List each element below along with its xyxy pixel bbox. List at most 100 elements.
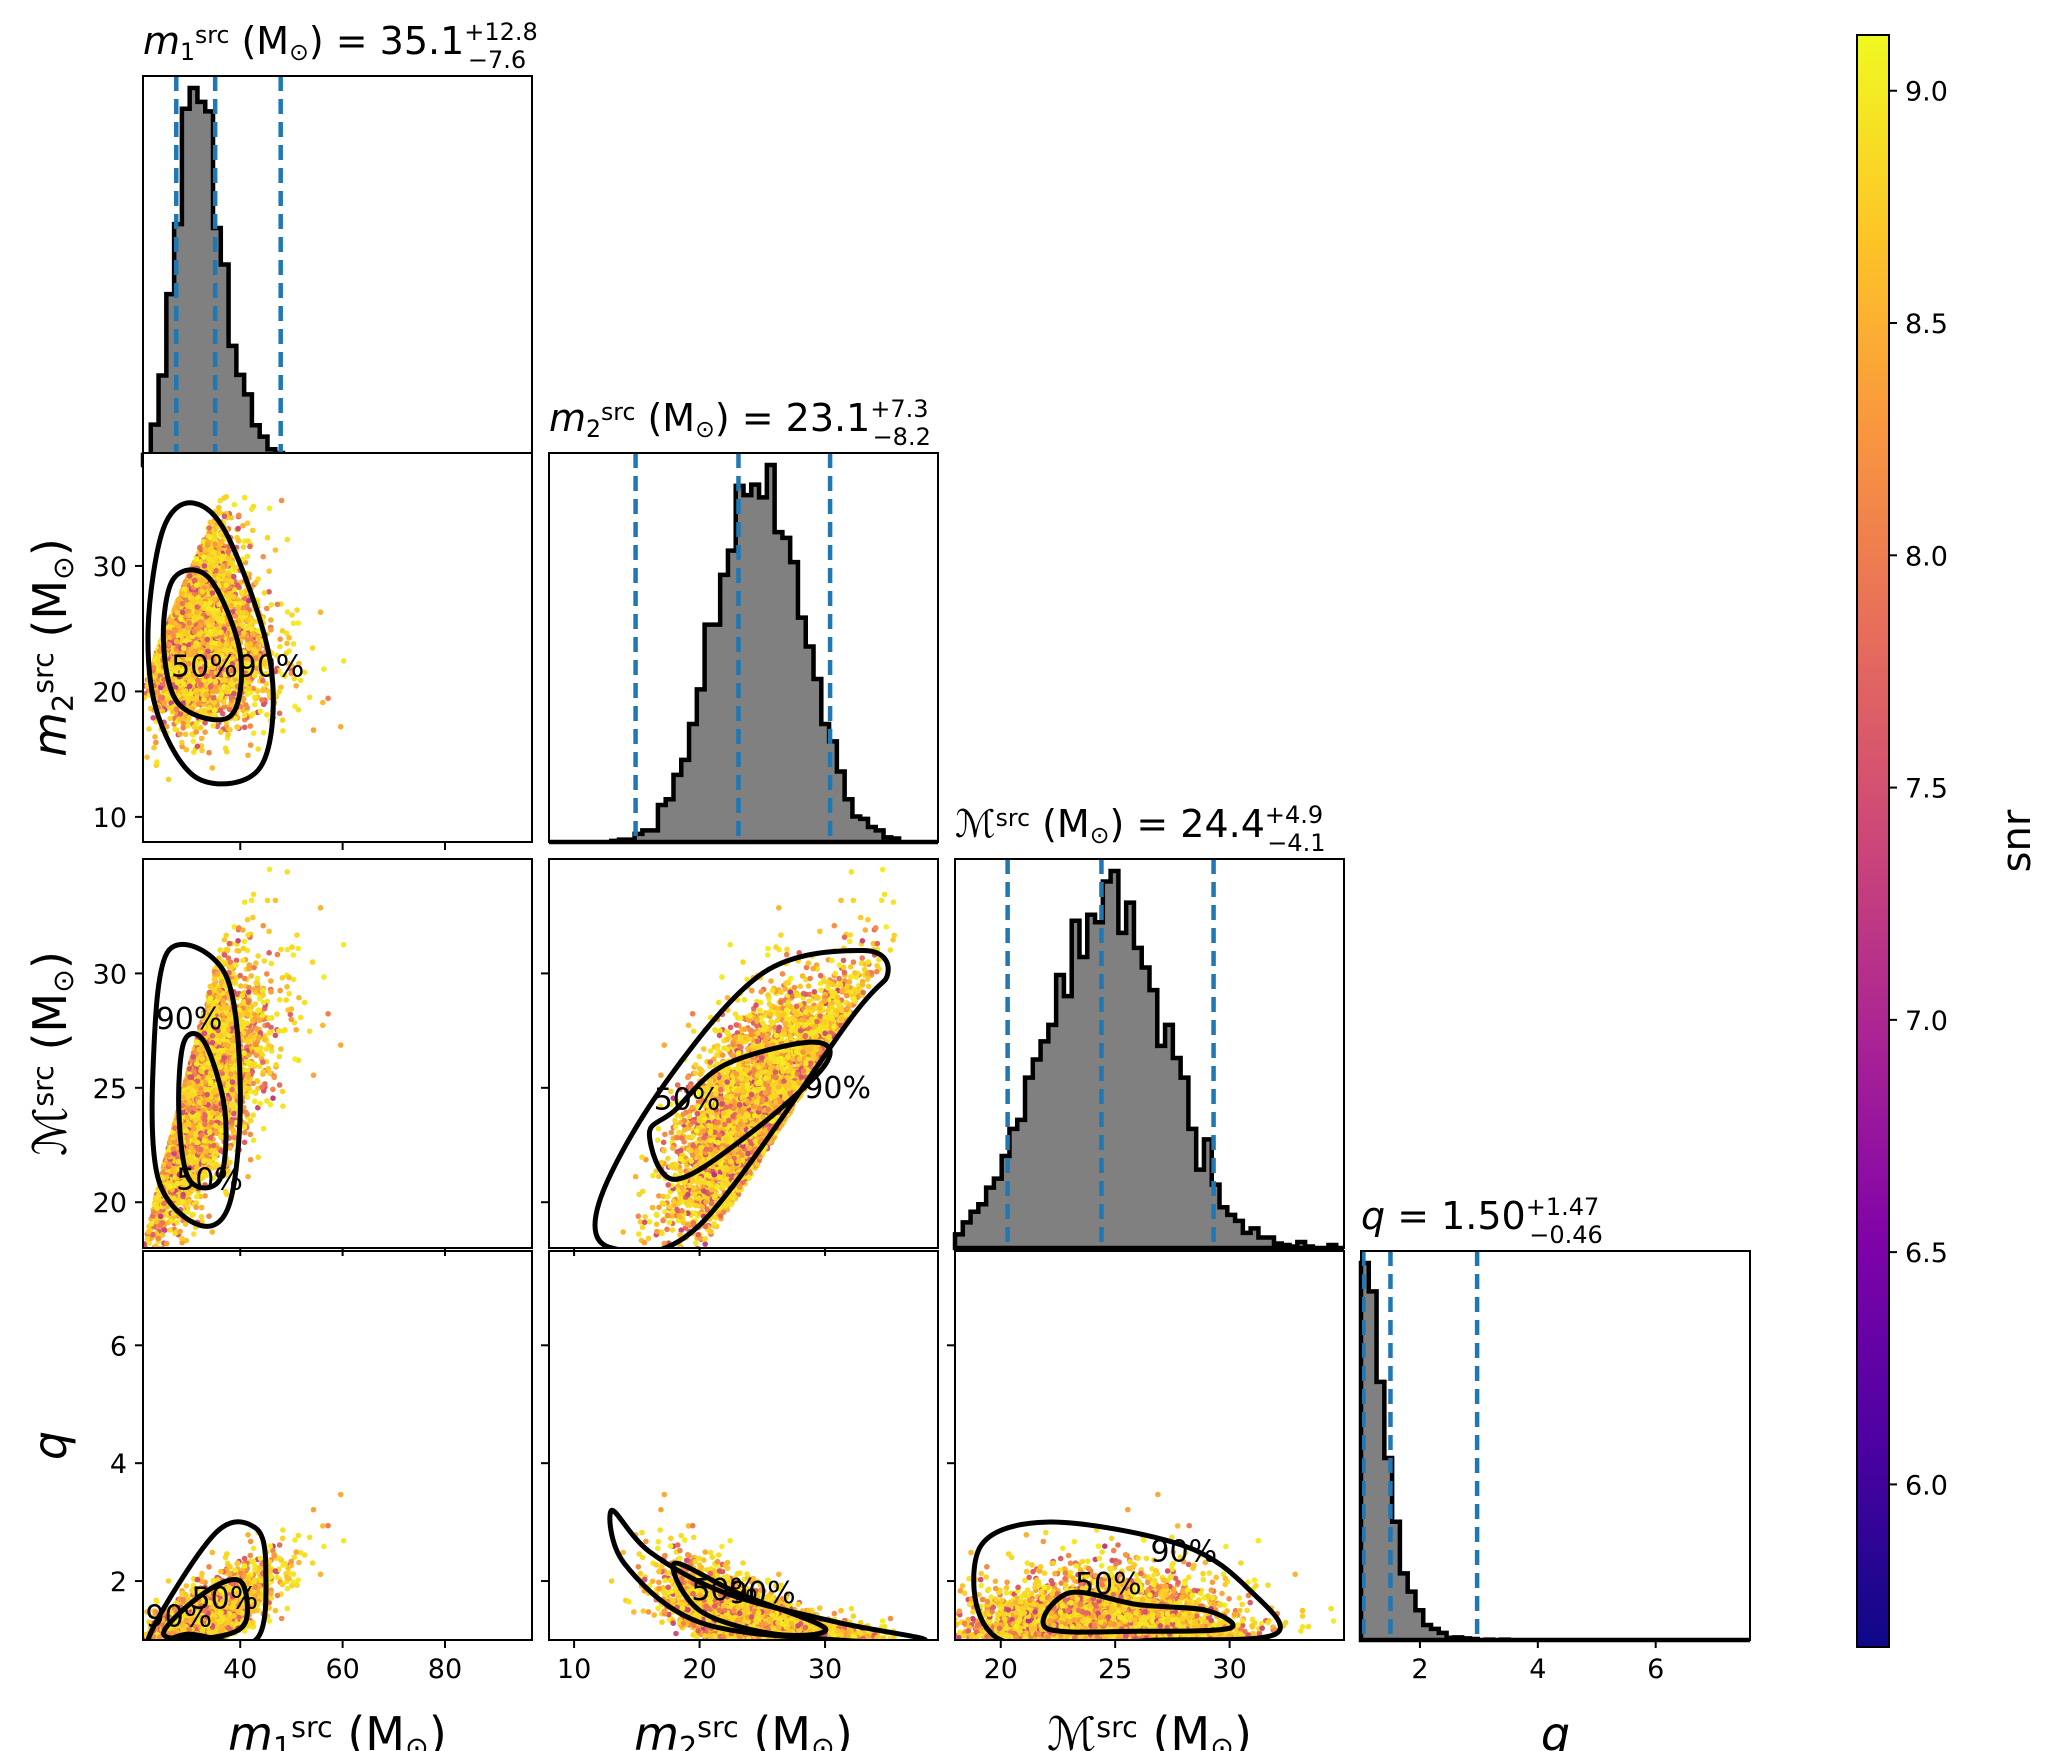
scatter-point (340, 658, 347, 664)
scatter-point (184, 625, 191, 631)
scatter-point (241, 899, 248, 905)
scatter-point (268, 627, 274, 633)
scatter-point (284, 536, 291, 543)
scatter-point (320, 699, 326, 706)
scatter-point (199, 588, 206, 595)
scatter-point (190, 598, 196, 604)
scatter-point (185, 698, 191, 704)
scatter-point (223, 494, 229, 500)
scatter-point (240, 630, 247, 636)
scatter-point (225, 549, 232, 555)
scatter-point (321, 666, 327, 672)
hist-border (1360, 1250, 1751, 1641)
scatter-point (243, 659, 250, 666)
scatter-point (221, 699, 227, 706)
scatter-point (240, 610, 246, 616)
scatter-point (216, 576, 222, 583)
scatter-point (294, 607, 300, 613)
scatter-point (217, 497, 223, 504)
scatter-point (224, 749, 230, 755)
scatter-point (211, 610, 217, 617)
scatter-point (182, 631, 189, 637)
scatter-point (247, 742, 254, 748)
scatter-point (180, 688, 186, 694)
scatter-point (200, 577, 206, 584)
scatter-point (223, 641, 229, 647)
scatter-point (182, 581, 188, 587)
scatter-point (274, 601, 281, 608)
hist-panel-m2: m2src (M⊙) = 23.1+7.3 −8.2 (548, 395, 939, 845)
scatter-point (225, 732, 231, 738)
scatter-point (207, 704, 213, 711)
scatter-point (264, 712, 270, 718)
scatter-point (196, 631, 203, 638)
scatter-point (218, 568, 224, 574)
scatter-point (151, 657, 158, 663)
scatter-point (248, 506, 255, 513)
scatter-point (232, 613, 239, 619)
scatter-point (260, 922, 267, 929)
scatter-point (212, 541, 218, 547)
scatter-point (192, 643, 199, 649)
scatter-point (241, 1129, 248, 1136)
scatter-point (235, 724, 241, 730)
scatter-point (146, 726, 152, 732)
scatter-point (250, 631, 256, 637)
scatter-point (264, 605, 270, 612)
scatter-point (253, 665, 260, 672)
scatter-point (179, 739, 185, 746)
scatter-point (259, 697, 265, 703)
scatter-point (252, 701, 258, 708)
scatter-point (193, 609, 200, 616)
hist-border (954, 858, 1345, 1249)
scatter-point (252, 618, 259, 625)
histogram-bars (952, 868, 1344, 1251)
scatter-point (177, 615, 184, 622)
scatter-point (277, 643, 283, 650)
scatter-panel-m2-vs-m1 (142, 452, 533, 843)
scatter-point (241, 724, 248, 731)
scatter-point (211, 712, 217, 718)
scatter-point (241, 712, 248, 719)
scatter-point (183, 746, 190, 753)
scatter-point (174, 603, 181, 610)
scatter-point (317, 609, 324, 615)
scatter-point (260, 687, 266, 694)
scatter-point (247, 723, 254, 729)
hist-panel-m1: m1src (M⊙) = 35.1+12.8 −7.6 (140, 18, 538, 468)
scatter-point (207, 563, 214, 570)
scatter-point (244, 553, 251, 560)
scatter-point (270, 1095, 276, 1101)
scatter-point (231, 573, 237, 580)
scatter-point (244, 637, 251, 643)
scatter-point (276, 710, 283, 717)
scatter-point (239, 591, 246, 598)
hist-border (548, 452, 939, 843)
scatter-point (310, 727, 317, 733)
scatter-point (193, 582, 200, 588)
scatter-point (266, 589, 272, 595)
scatter-point (283, 650, 290, 657)
scatter-point (290, 620, 297, 627)
scatter-point (172, 726, 178, 732)
scatter-point (277, 636, 284, 642)
scatter-point (301, 669, 308, 676)
scatter-point (292, 703, 298, 710)
scatter-point (165, 776, 172, 783)
scatter-point (240, 522, 246, 529)
scatter-point (186, 612, 193, 619)
scatter-point (157, 694, 163, 700)
scatter-point (296, 660, 302, 667)
scatter-point (240, 544, 247, 550)
scatter-point (235, 525, 241, 532)
scatter-point (182, 731, 189, 738)
scatter-point (198, 735, 205, 742)
scatter-point (201, 707, 208, 714)
scatter-point (172, 628, 178, 634)
scatter-point (201, 697, 207, 703)
scatter-point (201, 554, 207, 560)
scatter-point (284, 609, 291, 615)
scatter-point (246, 685, 252, 692)
scatter-point (186, 619, 192, 626)
